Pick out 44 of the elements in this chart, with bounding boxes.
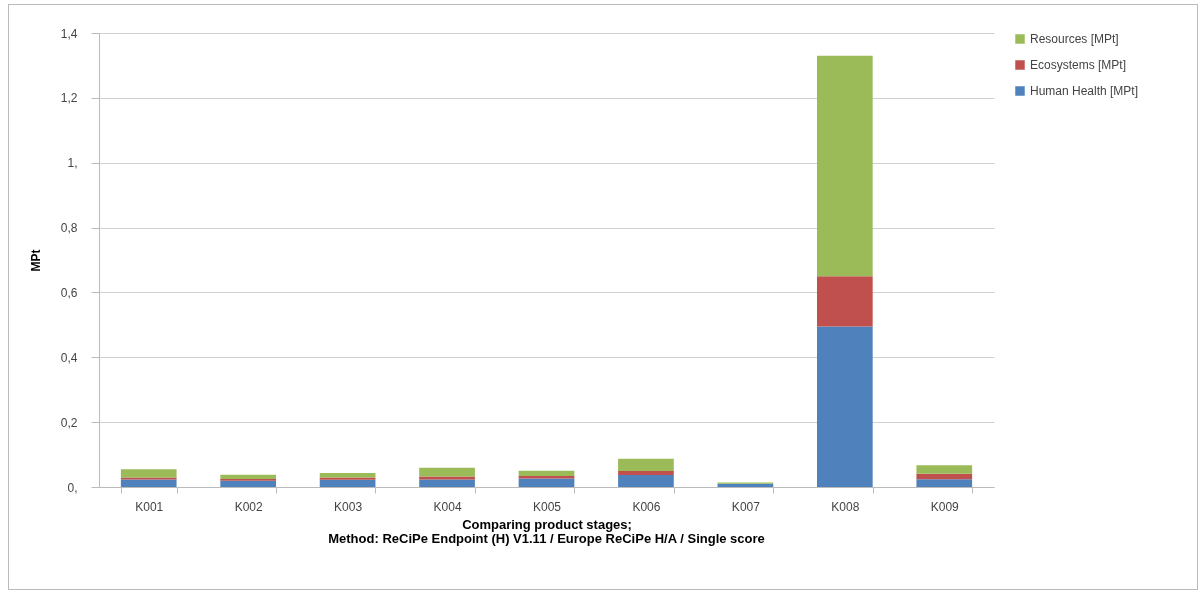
y-tick-label: 1, <box>67 156 78 171</box>
x-tick-label: K004 <box>433 499 462 514</box>
bar <box>618 475 674 487</box>
x-tick-label: K009 <box>930 499 960 514</box>
x-axis-title: Comparing product stages; <box>462 516 632 532</box>
bar <box>419 467 475 477</box>
text: Method: ReCiPe Endpoint (H) V1.11 / Europe ReCiPe H/A / Single score <box>328 531 765 546</box>
bar <box>518 470 575 476</box>
bar <box>518 475 575 479</box>
bar <box>618 471 674 475</box>
x-tick-label: K003 <box>334 499 363 514</box>
bar <box>120 479 177 487</box>
bar <box>220 474 277 479</box>
bar <box>816 55 873 277</box>
y-tick-label: 0, <box>67 480 78 495</box>
legend-label: Ecosystems [MPt] <box>1030 58 1127 72</box>
bar <box>319 479 376 487</box>
y-tick-label: 0,2 <box>60 415 78 430</box>
bar <box>319 473 376 478</box>
legend-label: Resources [MPt] <box>1030 32 1119 46</box>
y-tick-label: 1,2 <box>60 91 78 106</box>
bar <box>816 326 873 487</box>
bar <box>618 458 674 472</box>
bar <box>916 479 973 487</box>
bar <box>518 478 575 487</box>
y-tick-label: 0,4 <box>60 350 78 365</box>
x-tick-label: K005 <box>532 499 562 514</box>
bar <box>816 276 873 327</box>
x-tick-label: K007 <box>731 499 761 514</box>
y-tick-label: 0,8 <box>60 221 78 236</box>
bar <box>419 476 475 480</box>
legend-label: Human Health [MPt] <box>1030 84 1139 98</box>
x-tick-label: K006 <box>632 499 661 514</box>
bar <box>419 479 475 487</box>
bar <box>916 473 973 480</box>
x-tick-label: K008 <box>831 499 860 514</box>
bar <box>120 469 177 478</box>
y-axis-title: MPt <box>28 249 43 272</box>
x-tick-label: K001 <box>135 499 164 514</box>
bar <box>916 465 973 474</box>
y-tick-label: 1,4 <box>60 26 78 41</box>
x-tick-label: K002 <box>234 499 263 514</box>
y-tick-label: 0,6 <box>60 285 78 300</box>
bar <box>220 480 277 487</box>
